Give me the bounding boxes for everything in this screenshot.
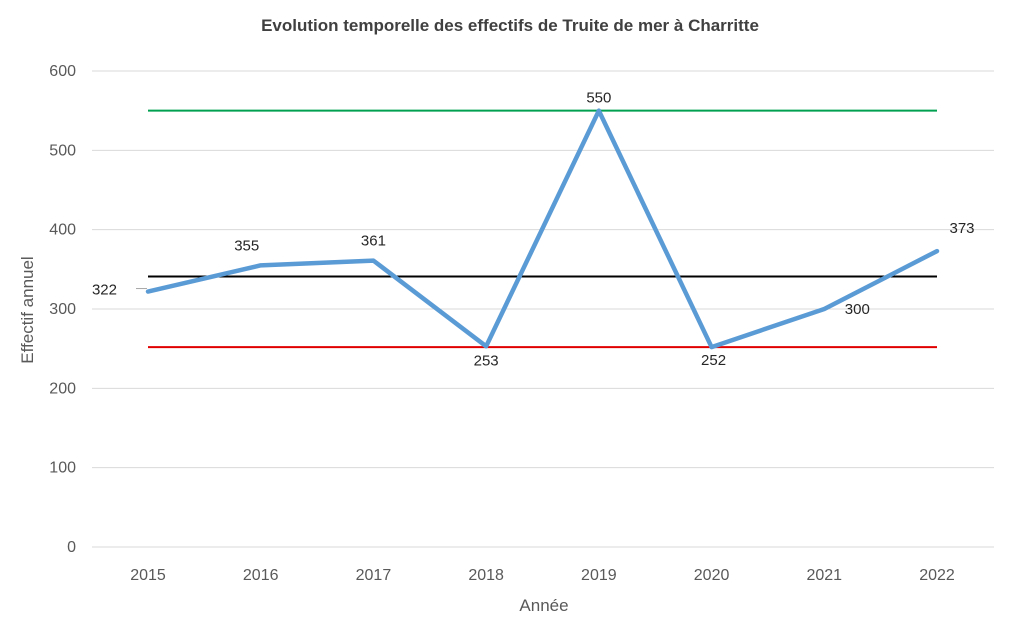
y-axis-title: Effectif annuel [18,256,37,363]
data-label: 252 [701,352,726,369]
x-tick-label: 2016 [243,567,279,584]
y-axis-ticks: 0 100 200 300 400 500 600 [49,63,76,556]
data-label: 361 [361,233,386,250]
x-axis-title: Année [519,596,568,615]
data-label: 253 [474,352,499,369]
x-tick-label: 2021 [806,567,842,584]
x-tick-label: 2022 [919,567,955,584]
x-tick-label: 2017 [356,567,392,584]
data-label: 300 [845,301,870,318]
series-line [148,111,937,347]
data-label: 322 [92,282,117,299]
data-label: 373 [949,220,974,237]
data-label: 550 [586,90,611,107]
y-tick-label: 300 [49,301,76,318]
series-lines [148,111,937,347]
y-tick-label: 500 [49,142,76,159]
data-label: 355 [234,237,259,254]
x-tick-label: 2018 [468,567,504,584]
y-tick-label: 100 [49,460,76,477]
x-tick-label: 2015 [130,567,166,584]
chart-title: Evolution temporelle des effectifs de Tr… [261,16,759,35]
y-tick-label: 400 [49,222,76,239]
x-axis-ticks: 2015 2016 2017 2018 2019 2020 2021 2022 [130,567,955,584]
y-tick-label: 0 [67,539,76,556]
y-tick-label: 200 [49,380,76,397]
x-tick-label: 2020 [694,567,730,584]
y-tick-label: 600 [49,63,76,80]
x-tick-label: 2019 [581,567,617,584]
